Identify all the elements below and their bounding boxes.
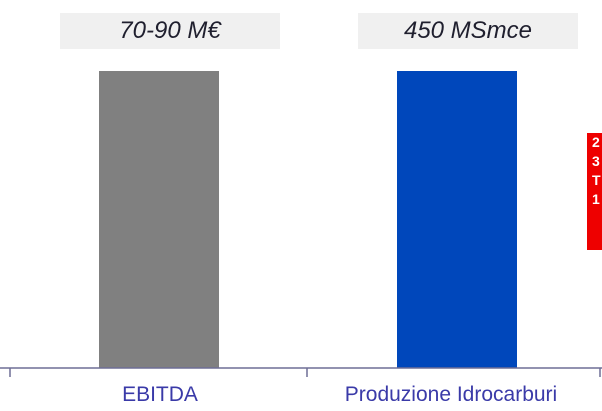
category-label-produzione-idrocarburi: Produzione Idrocarburi bbox=[344, 383, 558, 406]
side-badge-line: 2 bbox=[592, 134, 600, 150]
bar-produzione-idrocarburi bbox=[397, 71, 517, 368]
side-badge-line: T bbox=[592, 172, 601, 188]
value-label-ebitda: 70-90 M€ bbox=[60, 13, 280, 49]
side-badge: 2 3 T 1 bbox=[587, 133, 602, 250]
side-badge-line: 1 bbox=[592, 191, 600, 207]
bar-ebitda bbox=[99, 71, 219, 368]
category-label-ebitda: EBITDA bbox=[122, 383, 198, 406]
value-label-produzione-idrocarburi: 450 MSmce bbox=[358, 13, 578, 49]
side-badge-line: 3 bbox=[592, 153, 600, 169]
